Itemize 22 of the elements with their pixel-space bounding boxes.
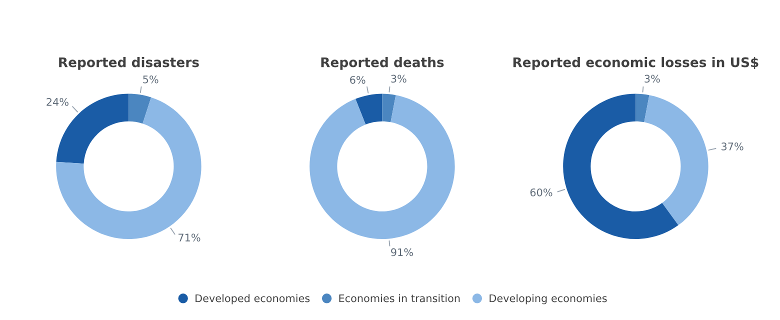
legend-label: Economies in transition [339, 294, 460, 302]
donut-slice [644, 95, 708, 226]
data-label: 24% [46, 98, 68, 106]
data-label: 60% [530, 188, 552, 196]
donut-slice [128, 94, 152, 124]
donut-slice [382, 94, 396, 122]
data-label: 6% [350, 76, 366, 84]
legend-label: Developed economies [196, 294, 310, 304]
data-label: 5% [143, 75, 158, 84]
data-label: 3% [391, 74, 406, 83]
legend-label: Developing economies [490, 294, 607, 304]
data-label: 3% [644, 74, 660, 83]
data-label: 91% [391, 248, 413, 256]
donut-slice [355, 94, 382, 125]
chart-title: Reported disasters [59, 57, 199, 70]
chart-title: Reported deaths [321, 57, 444, 70]
chart-title: Reported economic losses in US$ [513, 57, 758, 70]
donut-slice [563, 94, 678, 240]
donut-slice [310, 95, 455, 240]
data-label: 71% [178, 234, 200, 242]
data-label: 37% [722, 142, 744, 150]
donut-slice [636, 94, 650, 122]
